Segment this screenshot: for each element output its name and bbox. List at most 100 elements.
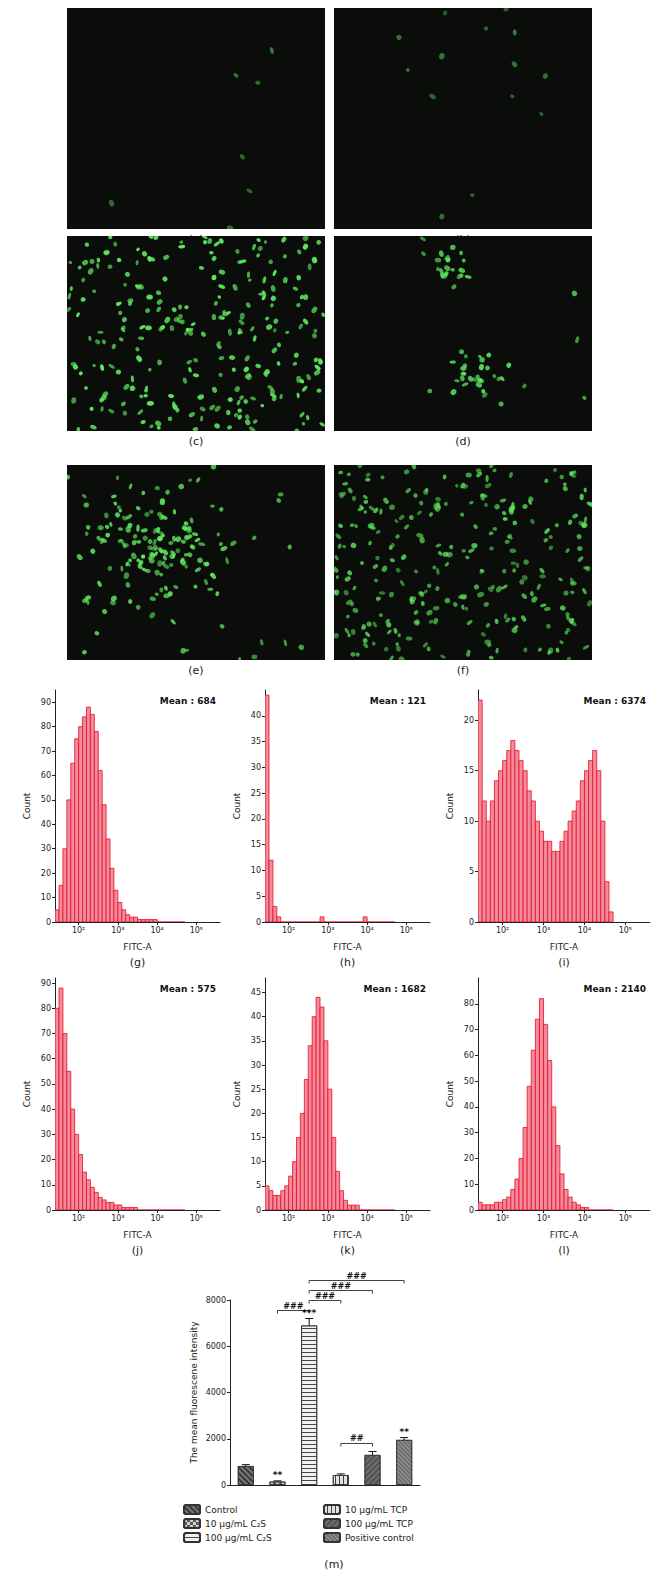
svg-text:(k): (k) [340,1244,355,1257]
svg-text:Mean : 684: Mean : 684 [160,696,216,706]
svg-text:Count: Count [445,1080,455,1107]
svg-text:10³: 10³ [321,926,334,935]
svg-text:5: 5 [469,867,474,876]
svg-text:40: 40 [251,711,261,720]
svg-text:10: 10 [251,866,261,875]
svg-text:30: 30 [464,1128,474,1137]
svg-text:Count: Count [232,1080,242,1107]
svg-text:FITC-A: FITC-A [333,1230,362,1240]
svg-text:40: 40 [464,1102,474,1111]
svg-text:10²: 10² [72,926,85,935]
svg-text:10²: 10² [496,926,509,935]
svg-text:80: 80 [41,722,51,731]
svg-text:15: 15 [251,840,261,849]
svg-text:10⁵: 10⁵ [619,926,632,935]
svg-text:###: ### [283,1302,303,1311]
svg-text:Control: Control [205,1505,238,1515]
svg-text:30: 30 [41,1130,51,1139]
svg-text:4000: 4000 [206,1388,226,1397]
svg-text:FITC-A: FITC-A [333,942,362,952]
svg-text:45: 45 [251,988,261,997]
svg-text:60: 60 [41,771,51,780]
svg-text:20: 20 [464,1154,474,1163]
svg-text:15: 15 [251,1133,261,1142]
svg-text:35: 35 [251,1036,261,1045]
svg-text:8000: 8000 [206,1296,226,1305]
svg-text:10⁵: 10⁵ [400,1214,413,1223]
svg-text:20: 20 [41,869,51,878]
svg-text:25: 25 [251,789,261,798]
svg-text:FITC-A: FITC-A [550,1230,579,1240]
svg-text:0: 0 [46,918,51,927]
svg-text:0: 0 [469,1206,474,1215]
svg-text:Count: Count [22,792,32,819]
svg-text:Mean : 6374: Mean : 6374 [584,696,646,706]
svg-text:(m): (m) [324,1558,343,1571]
svg-text:10²: 10² [496,1214,509,1223]
svg-text:40: 40 [41,820,51,829]
svg-text:10⁵: 10⁵ [400,926,413,935]
svg-text:10³: 10³ [537,1214,550,1223]
svg-text:Count: Count [232,792,242,819]
svg-text:70: 70 [41,1029,51,1038]
svg-text:100 μg/mL C₂S: 100 μg/mL C₂S [205,1533,272,1543]
svg-text:(g): (g) [130,956,146,969]
svg-text:10²: 10² [72,1214,85,1223]
svg-text:###: ### [347,1272,367,1281]
svg-text:10³: 10³ [111,1214,124,1223]
svg-text:Count: Count [445,792,455,819]
svg-text:Count: Count [22,1080,32,1107]
svg-text:10: 10 [464,1180,474,1189]
svg-text:0: 0 [46,1206,51,1215]
svg-text:10³: 10³ [537,926,550,935]
svg-text:Mean : 121: Mean : 121 [370,696,426,706]
svg-text:0: 0 [256,1206,261,1215]
svg-text:20: 20 [251,1109,261,1118]
svg-text:FITC-A: FITC-A [550,942,579,952]
svg-text:10⁴: 10⁴ [360,1214,373,1223]
svg-text:10²: 10² [282,926,295,935]
svg-text:0: 0 [221,1481,226,1490]
svg-text:100 μg/mL TCP: 100 μg/mL TCP [345,1519,413,1529]
svg-text:10⁵: 10⁵ [190,926,203,935]
svg-text:60: 60 [41,1054,51,1063]
svg-text:Mean : 1682: Mean : 1682 [364,984,426,994]
svg-text:(l): (l) [558,1244,570,1257]
svg-text:FITC-A: FITC-A [123,942,152,952]
svg-text:10²: 10² [282,1214,295,1223]
svg-text:(i): (i) [558,956,570,969]
svg-text:50: 50 [41,1079,51,1088]
svg-text:35: 35 [251,737,261,746]
svg-text:70: 70 [464,1025,474,1034]
svg-text:60: 60 [464,1051,474,1060]
svg-text:**: ** [273,1470,283,1480]
svg-text:10⁵: 10⁵ [190,1214,203,1223]
svg-text:0: 0 [256,918,261,927]
svg-text:FITC-A: FITC-A [123,1230,152,1240]
svg-text:###: ### [331,1282,351,1291]
svg-text:50: 50 [41,795,51,804]
svg-text:10³: 10³ [111,926,124,935]
svg-text:(h): (h) [340,956,356,969]
svg-text:25: 25 [251,1085,261,1094]
svg-text:Mean : 575: Mean : 575 [160,984,216,994]
svg-text:10⁵: 10⁵ [619,1214,632,1223]
svg-text:15: 15 [464,766,474,775]
svg-text:10 μg/mL TCP: 10 μg/mL TCP [345,1505,408,1515]
svg-text:Mean : 2140: Mean : 2140 [584,984,646,994]
svg-text:10⁴: 10⁴ [578,926,591,935]
svg-text:20: 20 [41,1155,51,1164]
svg-text:10⁴: 10⁴ [150,1214,163,1223]
svg-text:(j): (j) [132,1244,144,1257]
svg-text:10 μg/mL C₂S: 10 μg/mL C₂S [205,1519,266,1529]
svg-text:20: 20 [251,814,261,823]
svg-text:##: ## [350,1434,364,1443]
svg-text:90: 90 [41,698,51,707]
svg-text:**: ** [399,1427,409,1437]
svg-text:80: 80 [41,1004,51,1013]
svg-text:10: 10 [251,1157,261,1166]
svg-text:2000: 2000 [206,1434,226,1443]
svg-text:10⁴: 10⁴ [150,926,163,935]
svg-text:30: 30 [251,763,261,772]
svg-text:10: 10 [41,893,51,902]
